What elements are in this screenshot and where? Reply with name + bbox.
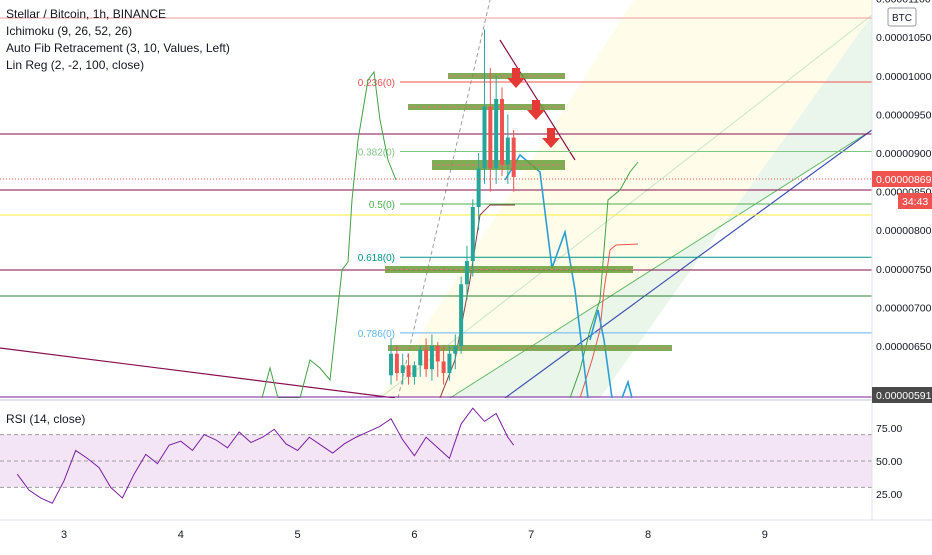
regression-upper-band — [380, 0, 872, 398]
fib-level-label[interactable]: 0.618(0) — [358, 253, 395, 264]
zone-box[interactable] — [408, 104, 565, 110]
countdown-tag — [898, 193, 932, 209]
ichimoku-span-right — [569, 161, 639, 398]
candle-body[interactable] — [505, 137, 510, 165]
rsi-y-tick-label: 75.00 — [876, 423, 902, 435]
candle-body[interactable] — [470, 207, 475, 262]
down-arrow-icon[interactable] — [527, 100, 545, 120]
y-tick-label: 0.00000800 — [876, 225, 932, 237]
legend-rsi[interactable]: RSI (14, close) — [6, 412, 86, 426]
ichimoku-span-red — [579, 243, 639, 398]
candle-body[interactable] — [488, 106, 493, 169]
candle-body[interactable] — [400, 365, 405, 374]
candle-body[interactable] — [482, 106, 487, 169]
low-price-label: 0.00000591 — [876, 390, 932, 402]
fib-level-label[interactable]: 0.236(0) — [358, 78, 395, 89]
zone-box[interactable] — [448, 73, 565, 79]
currency-badge-label[interactable]: BTC — [892, 13, 912, 24]
x-tick-label: 8 — [645, 529, 651, 541]
rsi-legend: RSI (14, close) — [6, 411, 85, 428]
legend-ichimoku[interactable]: Ichimoku (9, 26, 52, 26) — [6, 24, 133, 38]
y-tick-label: 0.00000700 — [876, 302, 932, 314]
y-tick-label: 0.00000750 — [876, 264, 932, 276]
fib-level-label[interactable]: 0.786(0) — [358, 329, 395, 340]
x-tick-label: 5 — [295, 529, 301, 541]
axes: 0.00001100 0.00001050 0.00001000 0.00000950… — [0, 0, 932, 541]
projection-dashed-line — [397, 0, 491, 398]
legend-symbol[interactable]: Stellar / Bitcoin, 1h, BINANCE — [6, 7, 167, 21]
price-legend: Stellar / Bitcoin, 1h, BINANCE Ichimoku … — [6, 6, 230, 74]
y-tick-label: 0.00000950 — [876, 109, 932, 121]
ichimoku-conversion-line-3 — [621, 379, 633, 398]
x-tick-label: 6 — [411, 529, 417, 541]
ichimoku-lagging-span — [261, 70, 397, 398]
candle-body[interactable] — [389, 353, 394, 376]
legend-linreg[interactable]: Lin Reg (2, -2, 100, close) — [6, 58, 145, 72]
regression-lower-line — [504, 129, 872, 398]
candle-body[interactable] — [412, 365, 417, 377]
candle-body[interactable] — [500, 98, 504, 165]
candle-body[interactable] — [476, 168, 481, 208]
regression-center-line — [449, 129, 872, 398]
currency-badge[interactable] — [887, 7, 917, 27]
rsi-y-tick-label: 50.00 — [876, 456, 902, 468]
x-tick-label: 7 — [528, 529, 534, 541]
candle-body[interactable] — [406, 365, 411, 377]
candle-body[interactable] — [459, 284, 464, 346]
last-price-tag — [872, 171, 932, 187]
candle-body[interactable] — [418, 349, 423, 366]
down-arrow-icon[interactable] — [542, 128, 560, 148]
rsi-y-tick-label: 25.00 — [876, 489, 902, 501]
candle-body[interactable] — [429, 346, 434, 370]
trend-line-lower — [0, 347, 396, 398]
down-arrow-icon[interactable] — [507, 68, 525, 88]
low-price-tag — [872, 387, 932, 403]
candle-body[interactable] — [511, 137, 516, 177]
price-pane: 0.236(0) 0.382(0) 0.5(0) 0.618(0) 0.786(0) — [0, 0, 872, 398]
candle-body[interactable] — [447, 353, 452, 374]
x-tick-label: 4 — [178, 529, 184, 541]
y-tick-label: 0.00001000 — [876, 71, 932, 83]
candle-body[interactable] — [453, 346, 458, 354]
fib-level-label[interactable]: 0.5(0) — [369, 200, 395, 211]
fib-level-label[interactable]: 0.382(0) — [358, 147, 395, 158]
rsi-line — [16, 407, 515, 504]
x-tick-label: 9 — [762, 529, 768, 541]
y-tick-label: 0.00001050 — [876, 32, 932, 44]
ichimoku-conversion-line-2 — [589, 309, 613, 398]
candle-body[interactable] — [435, 346, 440, 362]
candle-body[interactable] — [441, 361, 446, 374]
ichimoku-base-line — [439, 204, 515, 398]
legend-fib[interactable]: Auto Fib Retracement (3, 10, Values, Lef… — [6, 41, 230, 55]
rsi-pane — [0, 407, 872, 504]
candle-body[interactable] — [494, 98, 499, 169]
y-tick-label: 0.00001100 — [876, 0, 931, 6]
candle-body[interactable] — [464, 261, 469, 285]
candle-body[interactable] — [394, 353, 399, 374]
countdown-label: 34:43 — [902, 196, 928, 208]
x-tick-label: 3 — [61, 529, 67, 541]
y-tick-label: 0.00000650 — [876, 341, 932, 353]
zone-box[interactable] — [385, 266, 633, 273]
candle-body[interactable] — [424, 349, 429, 370]
last-price-label: 0.00000869 — [876, 174, 932, 186]
y-tick-label: 0.00000900 — [876, 148, 932, 160]
